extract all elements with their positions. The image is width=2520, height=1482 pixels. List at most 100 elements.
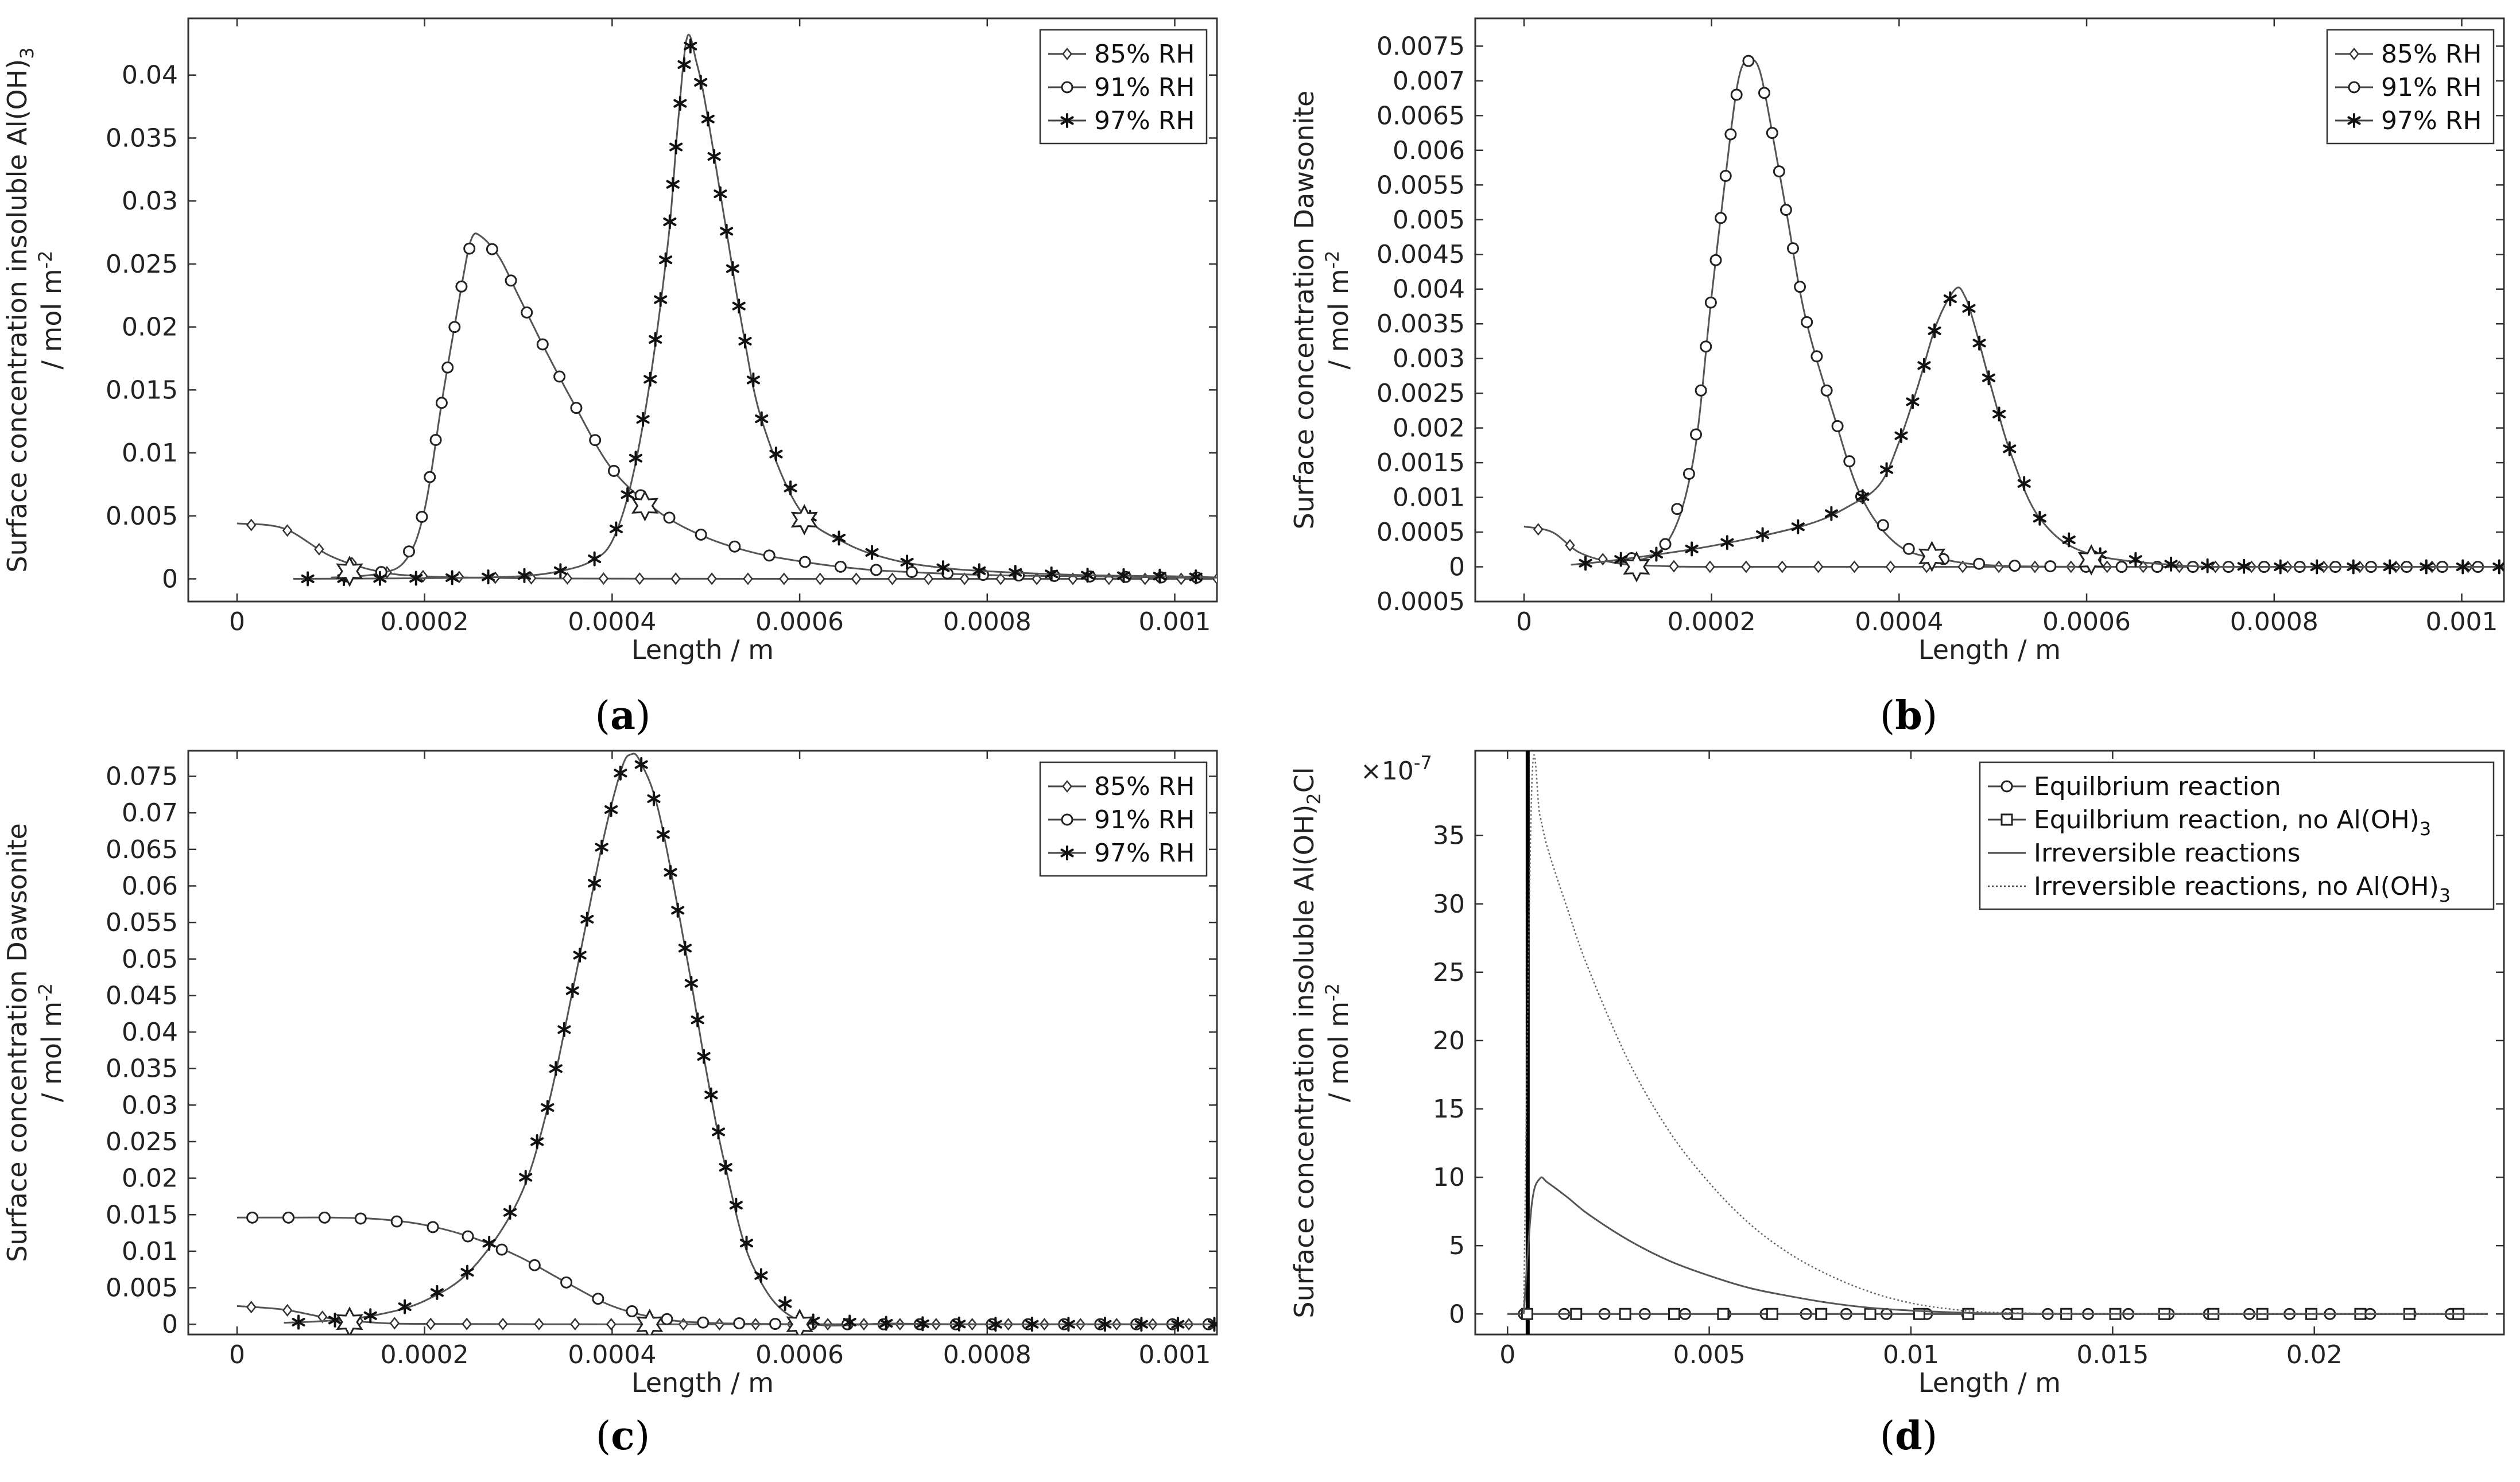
- data-point: [318, 1211, 331, 1224]
- data-point: [549, 1061, 563, 1076]
- x-tick-label: 0.0006: [755, 1340, 844, 1370]
- data-point: [832, 530, 846, 546]
- star-stroke: [719, 1163, 732, 1172]
- data-point: [1649, 546, 1663, 562]
- data-point: [1917, 358, 1931, 373]
- data-point: [462, 1230, 474, 1243]
- data-point: [1579, 556, 1592, 571]
- data-point: [2003, 441, 2017, 456]
- star-stroke: [649, 335, 662, 344]
- series-line-3: [284, 752, 1217, 1327]
- data-point: [427, 1221, 439, 1233]
- legend-marker-2: [2001, 813, 2013, 826]
- data-point: [704, 1087, 718, 1103]
- y-tick-label: 0: [1449, 1299, 1465, 1329]
- star-stroke: [1614, 555, 1628, 564]
- data-point: [916, 1316, 929, 1332]
- star-stroke: [714, 189, 727, 199]
- y-axis-title-main: Surface concentration Dawsonite: [2, 823, 33, 1262]
- legend-label-4: Irreversible reactions, no Al(OH)3: [2034, 872, 2451, 906]
- y-tick-label: 0.035: [106, 123, 178, 153]
- star-stroke: [482, 572, 495, 581]
- data-point: [301, 571, 315, 587]
- y-tick-label: 0.0035: [1377, 309, 1465, 339]
- legend-label-2: Equilbrium reaction, no Al(OH)3: [2034, 805, 2431, 840]
- legend-label-2: 91% RH: [1094, 73, 1195, 102]
- legend-label-1: Equilbrium reaction: [2034, 772, 2281, 801]
- star-stroke: [573, 951, 587, 960]
- star-stroke: [2310, 562, 2324, 572]
- star-stroke: [769, 449, 783, 459]
- y-tick-label: 0.01: [122, 439, 178, 468]
- y-axis-title-line2: / mol m-2: [1321, 250, 1354, 369]
- star-stroke: [604, 805, 618, 814]
- data-point: [634, 572, 645, 585]
- data-point: [1741, 560, 1751, 573]
- legend-marker-1: [2349, 47, 2359, 61]
- star-stroke: [1060, 116, 1074, 125]
- y-tick-label: 0.025: [106, 1127, 178, 1157]
- data-point: [1864, 1308, 1877, 1320]
- data-point: [900, 554, 914, 570]
- star-stroke: [609, 524, 623, 533]
- star-stroke: [659, 255, 673, 265]
- star-stroke: [503, 1208, 517, 1217]
- star-stroke: [1943, 294, 1957, 304]
- star-stroke: [409, 573, 423, 583]
- data-point: [1856, 489, 1870, 505]
- data-point: [495, 1243, 508, 1256]
- star-stroke: [614, 769, 627, 778]
- y-tick-label: 0.04: [122, 1018, 178, 1047]
- data-point: [292, 1314, 305, 1330]
- legend-marker-1: [1062, 47, 1072, 61]
- star-stroke: [916, 1319, 929, 1328]
- data-point: [536, 338, 549, 351]
- y-axis-title-superscript: -2: [1321, 983, 1343, 1002]
- y-tick-label: 0.007: [1393, 67, 1465, 96]
- data-point: [779, 572, 789, 585]
- data-point: [1786, 242, 1799, 255]
- x-tick-label: 0.0002: [381, 1340, 469, 1370]
- x-tick-label: 0.0002: [381, 607, 469, 637]
- star-stroke: [784, 483, 797, 492]
- star-stroke: [517, 571, 531, 580]
- x-tick-label: 0.001: [1139, 607, 1211, 637]
- data-point: [1153, 568, 1166, 584]
- star-stroke: [2033, 514, 2046, 523]
- legend-label-main: 91% RH: [1094, 73, 1195, 102]
- star-stroke: [1720, 538, 1734, 547]
- data-point: [553, 563, 567, 579]
- y-axis-title-suffix: Cl: [1289, 767, 1320, 793]
- data-point: [2009, 560, 2021, 572]
- y-tick-label: 0.015: [106, 375, 178, 405]
- data-point: [1045, 566, 1059, 581]
- star-stroke: [621, 490, 634, 499]
- star-stroke: [684, 979, 698, 988]
- y-tick-label: 0: [162, 565, 178, 594]
- legend-label-main: 85% RH: [1094, 772, 1195, 801]
- data-point: [634, 757, 648, 773]
- y-tick-label: 0.05: [122, 945, 178, 974]
- plot-frame: [187, 17, 1218, 603]
- star-stroke: [988, 1320, 1002, 1329]
- y-tick-label: 0.0015: [1377, 448, 1465, 478]
- data-point: [1669, 560, 1679, 573]
- y-tick-label: 0.065: [106, 835, 178, 864]
- legend-marker-1: [2001, 780, 2013, 793]
- data-point: [1902, 542, 1915, 555]
- y-tick-label: 0.035: [106, 1054, 178, 1084]
- star-stroke: [1025, 1320, 1039, 1329]
- star-stroke: [654, 295, 668, 304]
- panel-label-close: ): [635, 693, 651, 739]
- hollow-star-annotation: [1918, 541, 1946, 572]
- plot-area: [1523, 55, 2504, 583]
- star-stroke: [1207, 1320, 1217, 1328]
- star-stroke: [2456, 562, 2469, 572]
- data-point: [282, 1303, 293, 1317]
- data-point: [441, 361, 454, 374]
- legend-label-3: 97% RH: [2381, 106, 2482, 135]
- star-stroke: [2201, 561, 2215, 571]
- legend-label-1: 85% RH: [2381, 40, 2482, 69]
- data-point: [246, 1301, 257, 1314]
- data-point: [448, 321, 461, 333]
